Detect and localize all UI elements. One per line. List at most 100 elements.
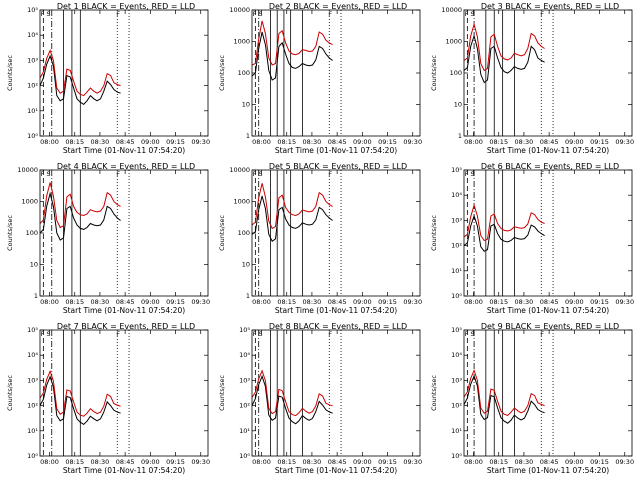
- x-tick-label: 08:00: [40, 458, 59, 466]
- y-axis-label: Counts/sec: [6, 55, 14, 91]
- x-tick-label: 08:45: [328, 138, 347, 146]
- x-axis-label: Start Time (01-Nov-11 07:54:20): [487, 466, 609, 475]
- x-tick-label: 09:15: [166, 298, 185, 306]
- x-tick-label: 08:45: [116, 458, 135, 466]
- y-tick-label: 10000: [229, 6, 250, 14]
- x-tick-label: 08:00: [40, 298, 59, 306]
- y-tick-label: 10⁴: [451, 191, 462, 199]
- x-tick-label: 08:45: [540, 458, 559, 466]
- time-marker-label: S: [470, 170, 474, 178]
- lld-series-line: [40, 182, 121, 229]
- time-marker-label: F: [465, 330, 469, 338]
- x-tick-label: 08:15: [277, 458, 296, 466]
- time-marker-label: S: [258, 330, 262, 338]
- time-marker-label: F: [41, 330, 45, 338]
- x-tick-label: 08:30: [303, 458, 322, 466]
- y-tick-label: 1000: [233, 38, 250, 46]
- chart-title: Det 6 BLACK = Events, RED = LLD: [481, 162, 619, 171]
- x-tick-label: 09:15: [378, 298, 397, 306]
- y-tick-label: 100: [26, 229, 38, 237]
- x-tick-label: 08:00: [464, 298, 483, 306]
- y-tick-label: 10¹: [239, 427, 250, 435]
- x-tick-label: 08:15: [65, 138, 84, 146]
- time-marker-label: F: [540, 10, 544, 18]
- x-tick-label: 09:00: [353, 138, 372, 146]
- lld-series-line: [252, 369, 333, 417]
- events-series-line: [40, 375, 121, 426]
- x-tick-label: 09:30: [191, 298, 210, 306]
- events-series-line: [40, 191, 121, 241]
- time-marker-label: S: [46, 330, 50, 338]
- lld-series-line: [40, 369, 121, 417]
- x-tick-label: 09:00: [141, 138, 160, 146]
- lld-series-line: [252, 183, 333, 230]
- y-tick-label: 10⁴: [239, 351, 250, 359]
- y-tick-label: 10²: [27, 402, 38, 410]
- y-tick-label: 1: [34, 292, 38, 300]
- y-axis-label: Counts/sec: [6, 375, 14, 411]
- x-tick-label: 08:15: [65, 298, 84, 306]
- plot-frame: [39, 9, 209, 137]
- plot-frame: [251, 329, 421, 457]
- x-tick-label: 09:30: [615, 458, 634, 466]
- chart-title: Det 8 BLACK = Events, RED = LLD: [269, 322, 407, 331]
- y-tick-label: 10²: [27, 82, 38, 90]
- time-marker-label: F: [465, 10, 469, 18]
- y-axis-label: Counts/sec: [430, 215, 438, 251]
- lld-series-line: [252, 20, 333, 66]
- x-tick-label: 08:15: [489, 458, 508, 466]
- y-tick-label: 1: [458, 132, 462, 140]
- time-marker-label: S: [470, 10, 474, 18]
- y-tick-label: 10⁴: [451, 351, 462, 359]
- time-marker-label: F: [328, 10, 332, 18]
- x-axis-label: Start Time (01-Nov-11 07:54:20): [63, 306, 185, 315]
- x-tick-label: 08:45: [116, 138, 135, 146]
- y-tick-label: 10⁵: [451, 166, 462, 174]
- x-tick-label: 09:15: [378, 138, 397, 146]
- x-tick-label: 08:45: [540, 138, 559, 146]
- x-tick-label: 08:30: [515, 458, 534, 466]
- y-axis-label: Counts/sec: [218, 215, 226, 251]
- x-axis-label: Start Time (01-Nov-11 07:54:20): [487, 306, 609, 315]
- y-tick-label: 10⁰: [239, 452, 250, 460]
- x-tick-label: 08:15: [277, 298, 296, 306]
- time-marker-label: F: [116, 170, 120, 178]
- lld-series-line: [40, 48, 121, 97]
- y-tick-label: 10⁵: [27, 326, 38, 334]
- plot-frame: [463, 169, 633, 297]
- x-tick-label: 08:15: [489, 138, 508, 146]
- x-tick-label: 08:00: [252, 458, 271, 466]
- x-axis-label: Start Time (01-Nov-11 07:54:20): [487, 146, 609, 155]
- x-tick-label: 08:30: [91, 138, 110, 146]
- y-tick-label: 10⁵: [27, 6, 38, 14]
- chart-title: Det 9 BLACK = Events, RED = LLD: [481, 322, 619, 331]
- x-tick-label: 08:00: [40, 138, 59, 146]
- x-tick-label: 09:15: [590, 458, 609, 466]
- x-tick-label: 09:30: [403, 458, 422, 466]
- x-tick-label: 09:30: [191, 138, 210, 146]
- y-tick-label: 10⁰: [27, 132, 38, 140]
- y-tick-label: 10²: [451, 242, 462, 250]
- x-tick-label: 08:15: [489, 298, 508, 306]
- y-tick-label: 100: [238, 229, 250, 237]
- y-tick-label: 10: [242, 261, 250, 269]
- events-series-line: [40, 54, 121, 106]
- time-marker-label: F: [540, 330, 544, 338]
- y-tick-label: 10²: [239, 402, 250, 410]
- chart-panel-9: 08:00 08:15 08:30 08:45 09:00 09:15 09:30 10⁰ 10…: [430, 322, 634, 475]
- y-tick-label: 10⁰: [451, 292, 462, 300]
- y-axis-label: Counts/sec: [430, 375, 438, 411]
- x-tick-label: 09:00: [141, 298, 160, 306]
- y-tick-label: 1: [246, 132, 250, 140]
- time-marker-label: F: [253, 330, 257, 338]
- y-tick-label: 10¹: [451, 427, 462, 435]
- plot-frame: [39, 329, 209, 457]
- y-tick-label: 10³: [27, 376, 38, 384]
- x-tick-label: 09:30: [615, 298, 634, 306]
- y-tick-label: 10¹: [451, 267, 462, 275]
- x-tick-label: 09:30: [615, 138, 634, 146]
- chart-title: Det 7 BLACK = Events, RED = LLD: [57, 322, 195, 331]
- y-tick-label: 10¹: [27, 107, 38, 115]
- time-marker-label: F: [116, 330, 120, 338]
- x-tick-label: 08:30: [303, 138, 322, 146]
